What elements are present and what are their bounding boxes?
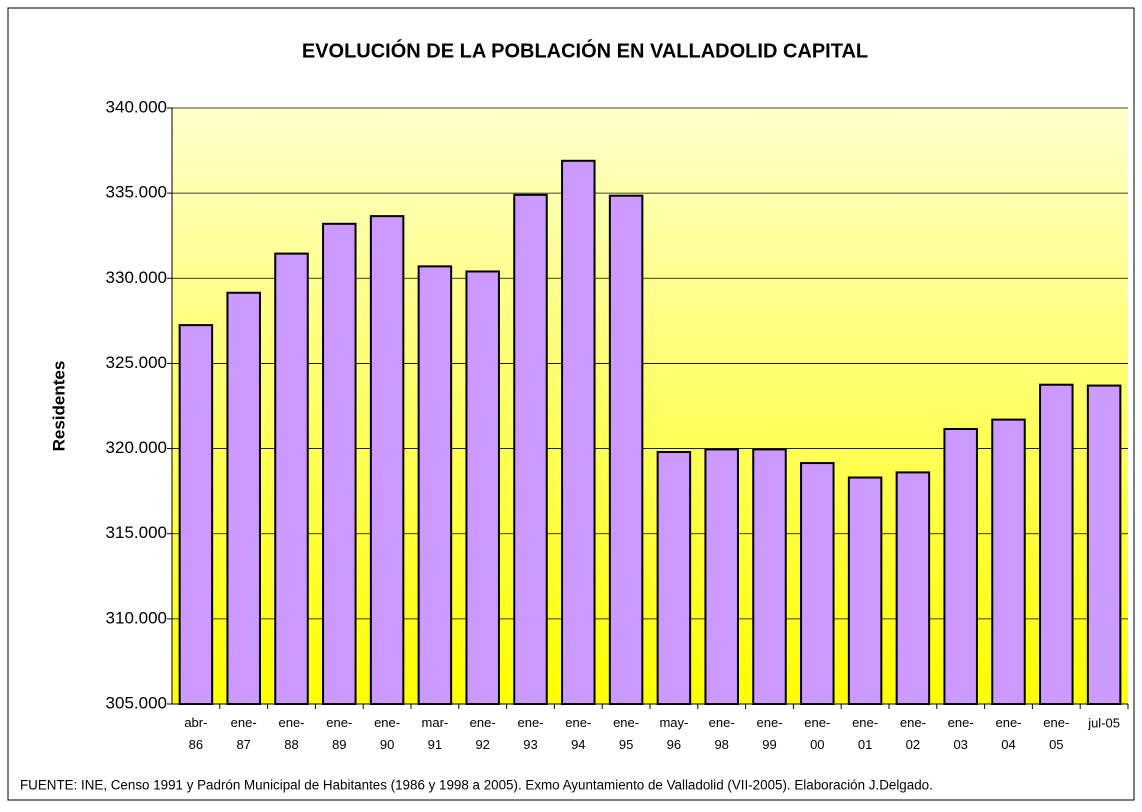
x-tick-label: abr-86 (184, 715, 207, 752)
bar (465, 270, 500, 705)
bar (1039, 383, 1074, 705)
bar (943, 427, 978, 705)
bar (561, 159, 596, 705)
y-tick-label: 320.000 (106, 438, 167, 457)
bar (656, 450, 692, 705)
bar (895, 471, 931, 706)
y-tick-label: 335.000 (106, 183, 167, 202)
x-tick-label: ene-90 (374, 715, 400, 752)
x-tick-label: ene-04 (995, 715, 1021, 752)
x-tick-label: ene-89 (326, 715, 352, 752)
footer: FUENTE: INE, Censo 1991 y Padrón Municip… (20, 778, 933, 793)
y-tick-label: 325.000 (106, 353, 167, 372)
bar (322, 222, 357, 705)
x-tick-label: ene-92 (470, 715, 496, 752)
x-tick-label: ene-05 (1043, 715, 1069, 752)
bar (178, 324, 214, 705)
x-tick-label: ene-98 (709, 715, 735, 752)
y-tick-label: 310.000 (106, 608, 167, 627)
bar (1086, 384, 1122, 705)
bar (274, 252, 309, 705)
plot-area (172, 108, 1128, 704)
y-axis-label: Residentes (49, 361, 68, 452)
bar (369, 215, 405, 705)
x-tick-label: jul-05 (1087, 715, 1120, 730)
bar (226, 291, 261, 705)
y-tick-label: 340.000 (106, 97, 167, 116)
bar (752, 448, 787, 705)
x-tick-label: ene-95 (613, 715, 639, 752)
x-tick-label: ene-99 (756, 715, 782, 752)
bar (513, 193, 548, 706)
bar (800, 462, 835, 705)
bar (847, 476, 883, 705)
bar (417, 265, 453, 705)
x-tick-label: ene-87 (231, 715, 257, 752)
x-tick-label: ene-88 (278, 715, 304, 752)
chart-title: EVOLUCIÓN DE LA POBLACIÓN EN VALLADOLID … (302, 38, 868, 62)
bar (991, 418, 1026, 705)
y-tick-label: 315.000 (106, 523, 167, 542)
x-tick-label: ene-01 (852, 715, 878, 752)
x-tick-label: ene-03 (948, 715, 974, 752)
x-tick-label: ene-94 (565, 715, 591, 752)
x-tick-label: ene-00 (804, 715, 830, 752)
x-tick-label: may-96 (659, 715, 688, 752)
x-tick-label: ene-93 (517, 715, 543, 752)
bar (704, 448, 739, 705)
x-tick-label: ene-02 (900, 715, 926, 752)
bar (608, 194, 644, 705)
x-tick-label: mar-91 (422, 715, 449, 752)
y-tick-label: 330.000 (106, 268, 167, 287)
y-tick-label: 305.000 (106, 693, 167, 712)
